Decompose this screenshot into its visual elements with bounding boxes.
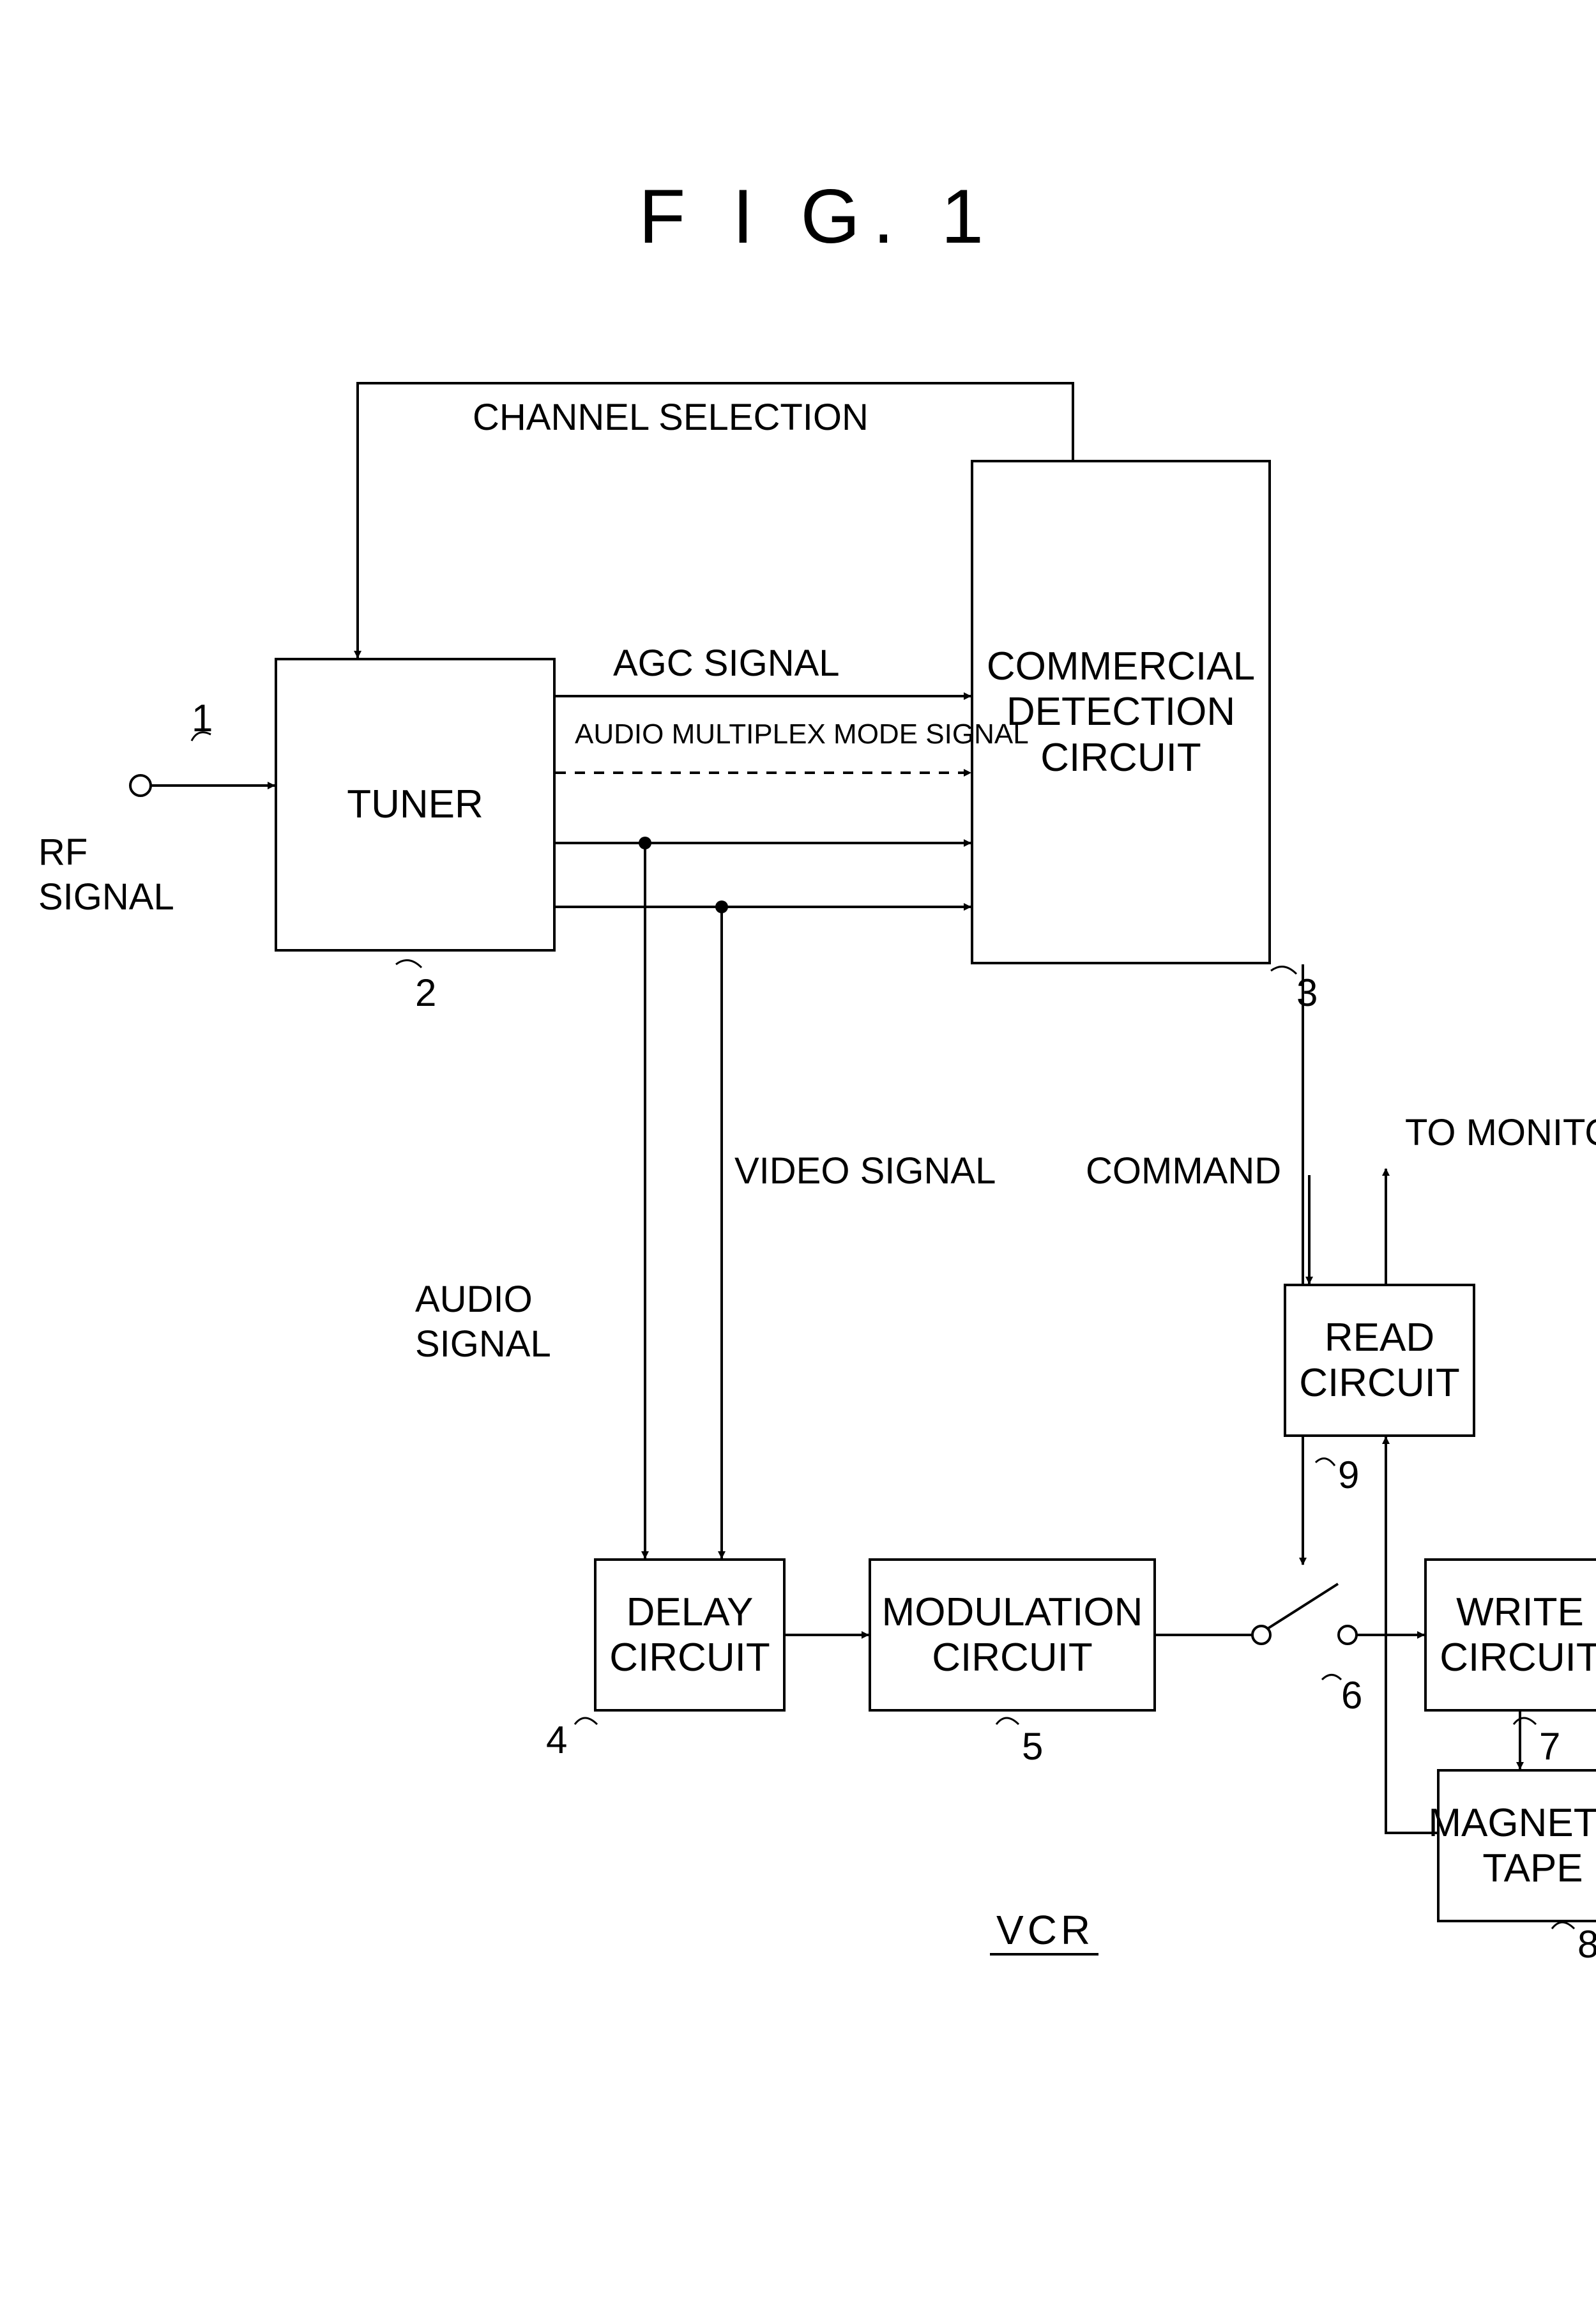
- diagram-canvas: F I G. 1: [0, 0, 1596, 2317]
- label-audiomux: AUDIO MULTIPLEX MODE SIGNAL: [575, 718, 1029, 750]
- block-delay: DELAY CIRCUIT: [594, 1558, 786, 1712]
- block-read: READ CIRCUIT: [1284, 1284, 1475, 1437]
- block-tape: MAGNETIC TAPE: [1437, 1769, 1596, 1922]
- label-vcr: VCR: [996, 1906, 1094, 1954]
- block-commercial-label: COMMERCIAL DETECTION CIRCUIT: [987, 644, 1255, 780]
- block-read-label: READ CIRCUIT: [1299, 1315, 1459, 1406]
- label-channel: CHANNEL SELECTION: [473, 396, 869, 439]
- block-tuner-label: TUNER: [347, 782, 483, 827]
- label-tomonitor: TO MONITOR: [1405, 1111, 1596, 1154]
- label-video: VIDEO SIGNAL: [734, 1150, 996, 1192]
- ref-switch: 6: [1341, 1673, 1362, 1717]
- ref-tuner: 2: [415, 971, 436, 1015]
- label-audio: AUDIO SIGNAL: [415, 1277, 551, 1366]
- block-tape-label: MAGNETIC TAPE: [1428, 1800, 1596, 1892]
- label-agc: AGC SIGNAL: [613, 642, 840, 685]
- block-modulation: MODULATION CIRCUIT: [869, 1558, 1156, 1712]
- ref-delay: 4: [546, 1718, 567, 1762]
- block-commercial: COMMERCIAL DETECTION CIRCUIT: [971, 460, 1271, 964]
- ref-input: 1: [192, 696, 213, 740]
- block-write-label: WRITE CIRCUIT: [1440, 1590, 1596, 1681]
- ref-read: 9: [1338, 1453, 1359, 1497]
- ref-commercial: 3: [1296, 971, 1318, 1015]
- ref-write: 7: [1539, 1724, 1560, 1768]
- label-command: COMMAND: [1086, 1150, 1281, 1192]
- block-modulation-label: MODULATION CIRCUIT: [882, 1590, 1143, 1681]
- ref-tape: 8: [1577, 1922, 1596, 1966]
- block-delay-label: DELAY CIRCUIT: [609, 1590, 770, 1681]
- label-rf: RF SIGNAL: [38, 830, 174, 919]
- ref-modulation: 5: [1022, 1724, 1043, 1768]
- block-tuner: TUNER: [275, 658, 556, 952]
- block-write: WRITE CIRCUIT: [1424, 1558, 1596, 1712]
